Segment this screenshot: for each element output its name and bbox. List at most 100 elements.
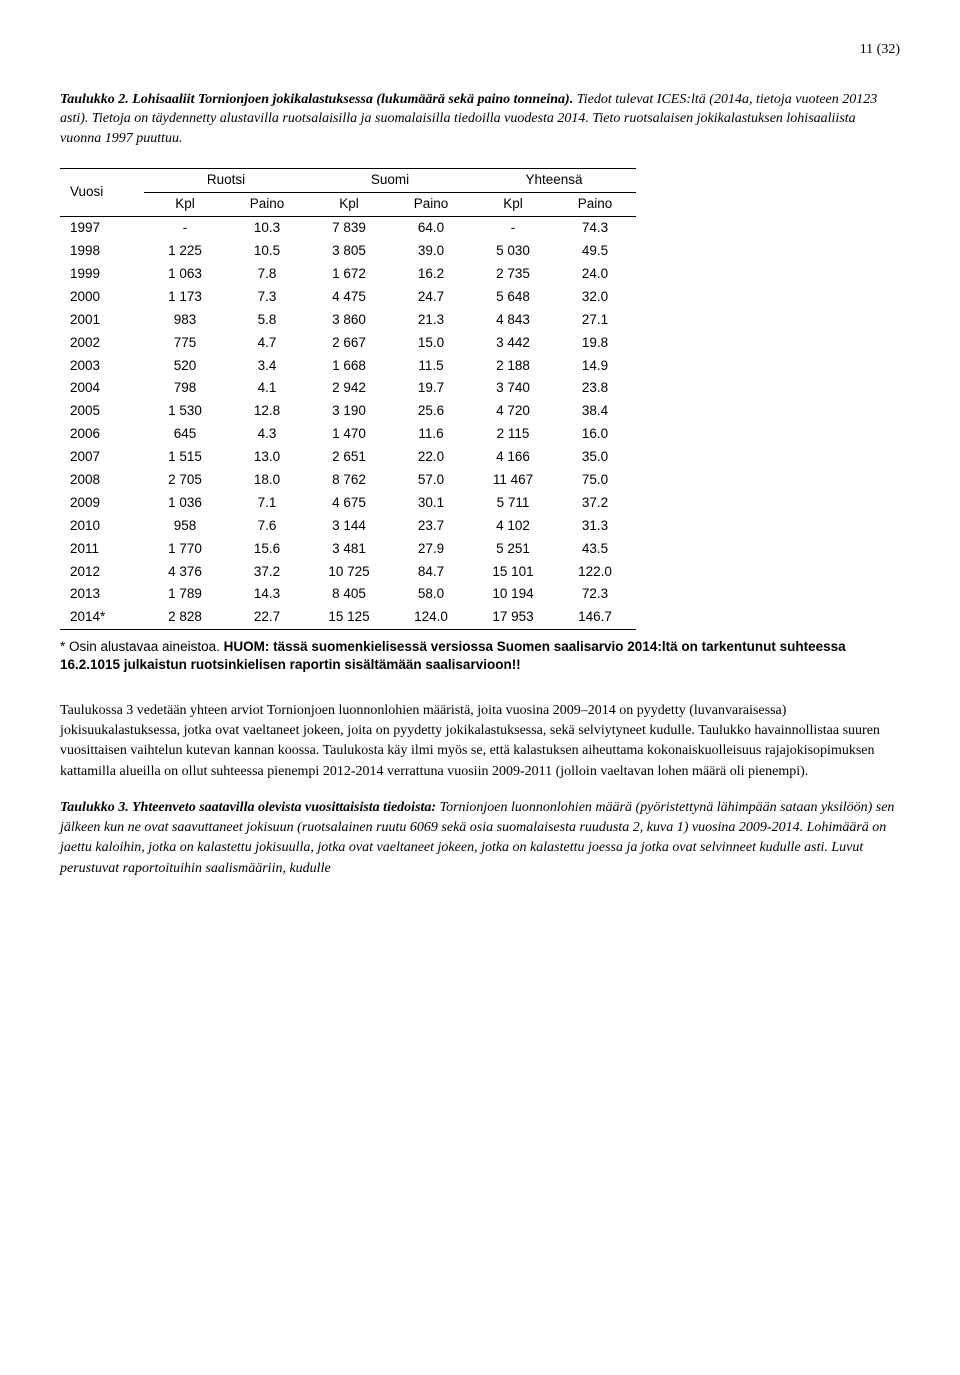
data-cell: 4 843 [472, 309, 554, 332]
page-number: 11 (32) [60, 40, 900, 60]
year-cell: 2006 [60, 423, 144, 446]
data-cell: 1 173 [144, 286, 226, 309]
data-cell: 24.7 [390, 286, 472, 309]
data-cell: 38.4 [554, 400, 636, 423]
data-cell: 1 515 [144, 446, 226, 469]
data-cell: 10.3 [226, 217, 308, 240]
data-cell: 11.5 [390, 355, 472, 378]
data-cell: 3 740 [472, 377, 554, 400]
data-cell: 57.0 [390, 469, 472, 492]
table-row: 1997-10.37 83964.0-74.3 [60, 217, 636, 240]
table-row: 2014*2 82822.715 125124.017 953146.7 [60, 606, 636, 629]
table-row: 20124 37637.210 72584.715 101122.0 [60, 561, 636, 584]
data-cell: 4 675 [308, 492, 390, 515]
data-cell: 32.0 [554, 286, 636, 309]
data-cell: 2 735 [472, 263, 554, 286]
table-row: 20019835.83 86021.34 84327.1 [60, 309, 636, 332]
data-cell: 11 467 [472, 469, 554, 492]
data-cell: 2 942 [308, 377, 390, 400]
data-cell: 3 805 [308, 240, 390, 263]
data-cell: 24.0 [554, 263, 636, 286]
data-cell: 983 [144, 309, 226, 332]
data-cell: 1 036 [144, 492, 226, 515]
data-cell: 75.0 [554, 469, 636, 492]
data-cell: 1 225 [144, 240, 226, 263]
table-row: 20071 51513.02 65122.04 16635.0 [60, 446, 636, 469]
year-cell: 2010 [60, 515, 144, 538]
data-cell: 2 828 [144, 606, 226, 629]
data-cell: - [144, 217, 226, 240]
data-cell: 7.6 [226, 515, 308, 538]
data-cell: 21.3 [390, 309, 472, 332]
data-cell: 1 789 [144, 583, 226, 606]
data-cell: 27.1 [554, 309, 636, 332]
table-row: 20051 53012.83 19025.64 72038.4 [60, 400, 636, 423]
year-cell: 2008 [60, 469, 144, 492]
data-cell: 3 190 [308, 400, 390, 423]
data-cell: 3.4 [226, 355, 308, 378]
data-cell: 18.0 [226, 469, 308, 492]
data-cell: 2 705 [144, 469, 226, 492]
year-cell: 1999 [60, 263, 144, 286]
data-cell: 74.3 [554, 217, 636, 240]
table-2-footnote: * Osin alustavaa aineistoa. HUOM: tässä … [60, 638, 900, 674]
data-cell: 4 166 [472, 446, 554, 469]
year-cell: 1997 [60, 217, 144, 240]
data-cell: 22.7 [226, 606, 308, 629]
table-row: 20001 1737.34 47524.75 64832.0 [60, 286, 636, 309]
data-cell: - [472, 217, 554, 240]
data-cell: 5 648 [472, 286, 554, 309]
data-cell: 7 839 [308, 217, 390, 240]
data-cell: 7.3 [226, 286, 308, 309]
year-cell: 1998 [60, 240, 144, 263]
caption-lead: Taulukko 2. Lohisaaliit Tornionjoen joki… [60, 92, 573, 107]
data-cell: 31.3 [554, 515, 636, 538]
data-cell: 520 [144, 355, 226, 378]
data-cell: 14.9 [554, 355, 636, 378]
data-cell: 64.0 [390, 217, 472, 240]
data-cell: 5 711 [472, 492, 554, 515]
year-cell: 2011 [60, 538, 144, 561]
table-row: 20027754.72 66715.03 44219.8 [60, 332, 636, 355]
data-cell: 3 481 [308, 538, 390, 561]
year-cell: 2001 [60, 309, 144, 332]
data-cell: 2 667 [308, 332, 390, 355]
data-cell: 4 720 [472, 400, 554, 423]
data-cell: 37.2 [226, 561, 308, 584]
body-paragraph: Taulukossa 3 vedetään yhteen arviot Torn… [60, 701, 900, 782]
data-cell: 30.1 [390, 492, 472, 515]
table-row: 20035203.41 66811.52 18814.9 [60, 355, 636, 378]
data-cell: 13.0 [226, 446, 308, 469]
data-cell: 23.7 [390, 515, 472, 538]
data-cell: 1 770 [144, 538, 226, 561]
data-cell: 958 [144, 515, 226, 538]
data-cell: 15.6 [226, 538, 308, 561]
data-cell: 37.2 [554, 492, 636, 515]
data-cell: 3 442 [472, 332, 554, 355]
data-cell: 23.8 [554, 377, 636, 400]
table-row: 20066454.31 47011.62 11516.0 [60, 423, 636, 446]
table-row: 20109587.63 14423.74 10231.3 [60, 515, 636, 538]
year-cell: 2000 [60, 286, 144, 309]
subheader: Kpl [472, 193, 554, 217]
table-row: 20047984.12 94219.73 74023.8 [60, 377, 636, 400]
data-cell: 11.6 [390, 423, 472, 446]
data-cell: 14.3 [226, 583, 308, 606]
data-cell: 2 115 [472, 423, 554, 446]
data-cell: 16.0 [554, 423, 636, 446]
data-cell: 17 953 [472, 606, 554, 629]
header-ruotsi: Ruotsi [144, 169, 308, 193]
data-cell: 8 762 [308, 469, 390, 492]
year-cell: 2013 [60, 583, 144, 606]
data-cell: 1 668 [308, 355, 390, 378]
data-cell: 3 144 [308, 515, 390, 538]
footnote-plain: * Osin alustavaa aineistoa. [60, 639, 224, 654]
table-row: 20111 77015.63 48127.95 25143.5 [60, 538, 636, 561]
data-cell: 1 530 [144, 400, 226, 423]
data-cell: 10.5 [226, 240, 308, 263]
subheader: Paino [390, 193, 472, 217]
year-cell: 2003 [60, 355, 144, 378]
data-cell: 4.7 [226, 332, 308, 355]
data-cell: 16.2 [390, 263, 472, 286]
year-cell: 2002 [60, 332, 144, 355]
